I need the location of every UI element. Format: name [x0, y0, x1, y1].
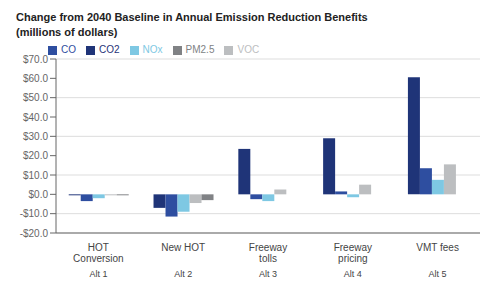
svg-text:$20.0: $20.0: [23, 150, 48, 161]
html-text:(millions of dollars): (millions of dollars): [16, 26, 118, 38]
svg-text:$40.0: $40.0: [23, 112, 48, 123]
svg-text:$60.0: $60.0: [23, 73, 48, 84]
svg-text:Alt 1: Alt 1: [89, 269, 107, 279]
svg-text:New HOT: New HOT: [161, 242, 205, 253]
svg-text:-$10.0: -$10.0: [20, 208, 49, 219]
html-text:CO2: CO2: [99, 44, 120, 55]
html-text:NOx: NOx: [142, 44, 163, 55]
html-text:PM2.5: PM2.5: [185, 44, 215, 55]
svg-text:-$20.0: -$20.0: [20, 228, 49, 239]
svg-text:Alt 3: Alt 3: [259, 269, 277, 279]
svg-text:HOTConversion: HOTConversion: [73, 242, 124, 264]
svg-text:$70.0: $70.0: [23, 54, 48, 65]
svg-text:Freewaypricing: Freewaypricing: [334, 242, 372, 264]
html-text:VOC: VOC: [237, 44, 260, 55]
svg-text:$30.0: $30.0: [23, 131, 48, 142]
svg-text:Alt 4: Alt 4: [344, 269, 362, 279]
html-text:CO: CO: [61, 44, 76, 55]
svg-text:Freewaytolls: Freewaytolls: [249, 242, 287, 264]
svg-text:VMT fees: VMT fees: [416, 242, 459, 253]
html-text:Change from 2040 Baseline in A: Change from 2040 Baseline in Annual Emis…: [16, 11, 368, 23]
svg-text:Alt 5: Alt 5: [429, 269, 447, 279]
svg-text:$50.0: $50.0: [23, 92, 48, 103]
svg-text:$0.0: $0.0: [29, 189, 49, 200]
svg-text:$10.0: $10.0: [23, 170, 48, 181]
svg-text:Alt 2: Alt 2: [174, 269, 192, 279]
